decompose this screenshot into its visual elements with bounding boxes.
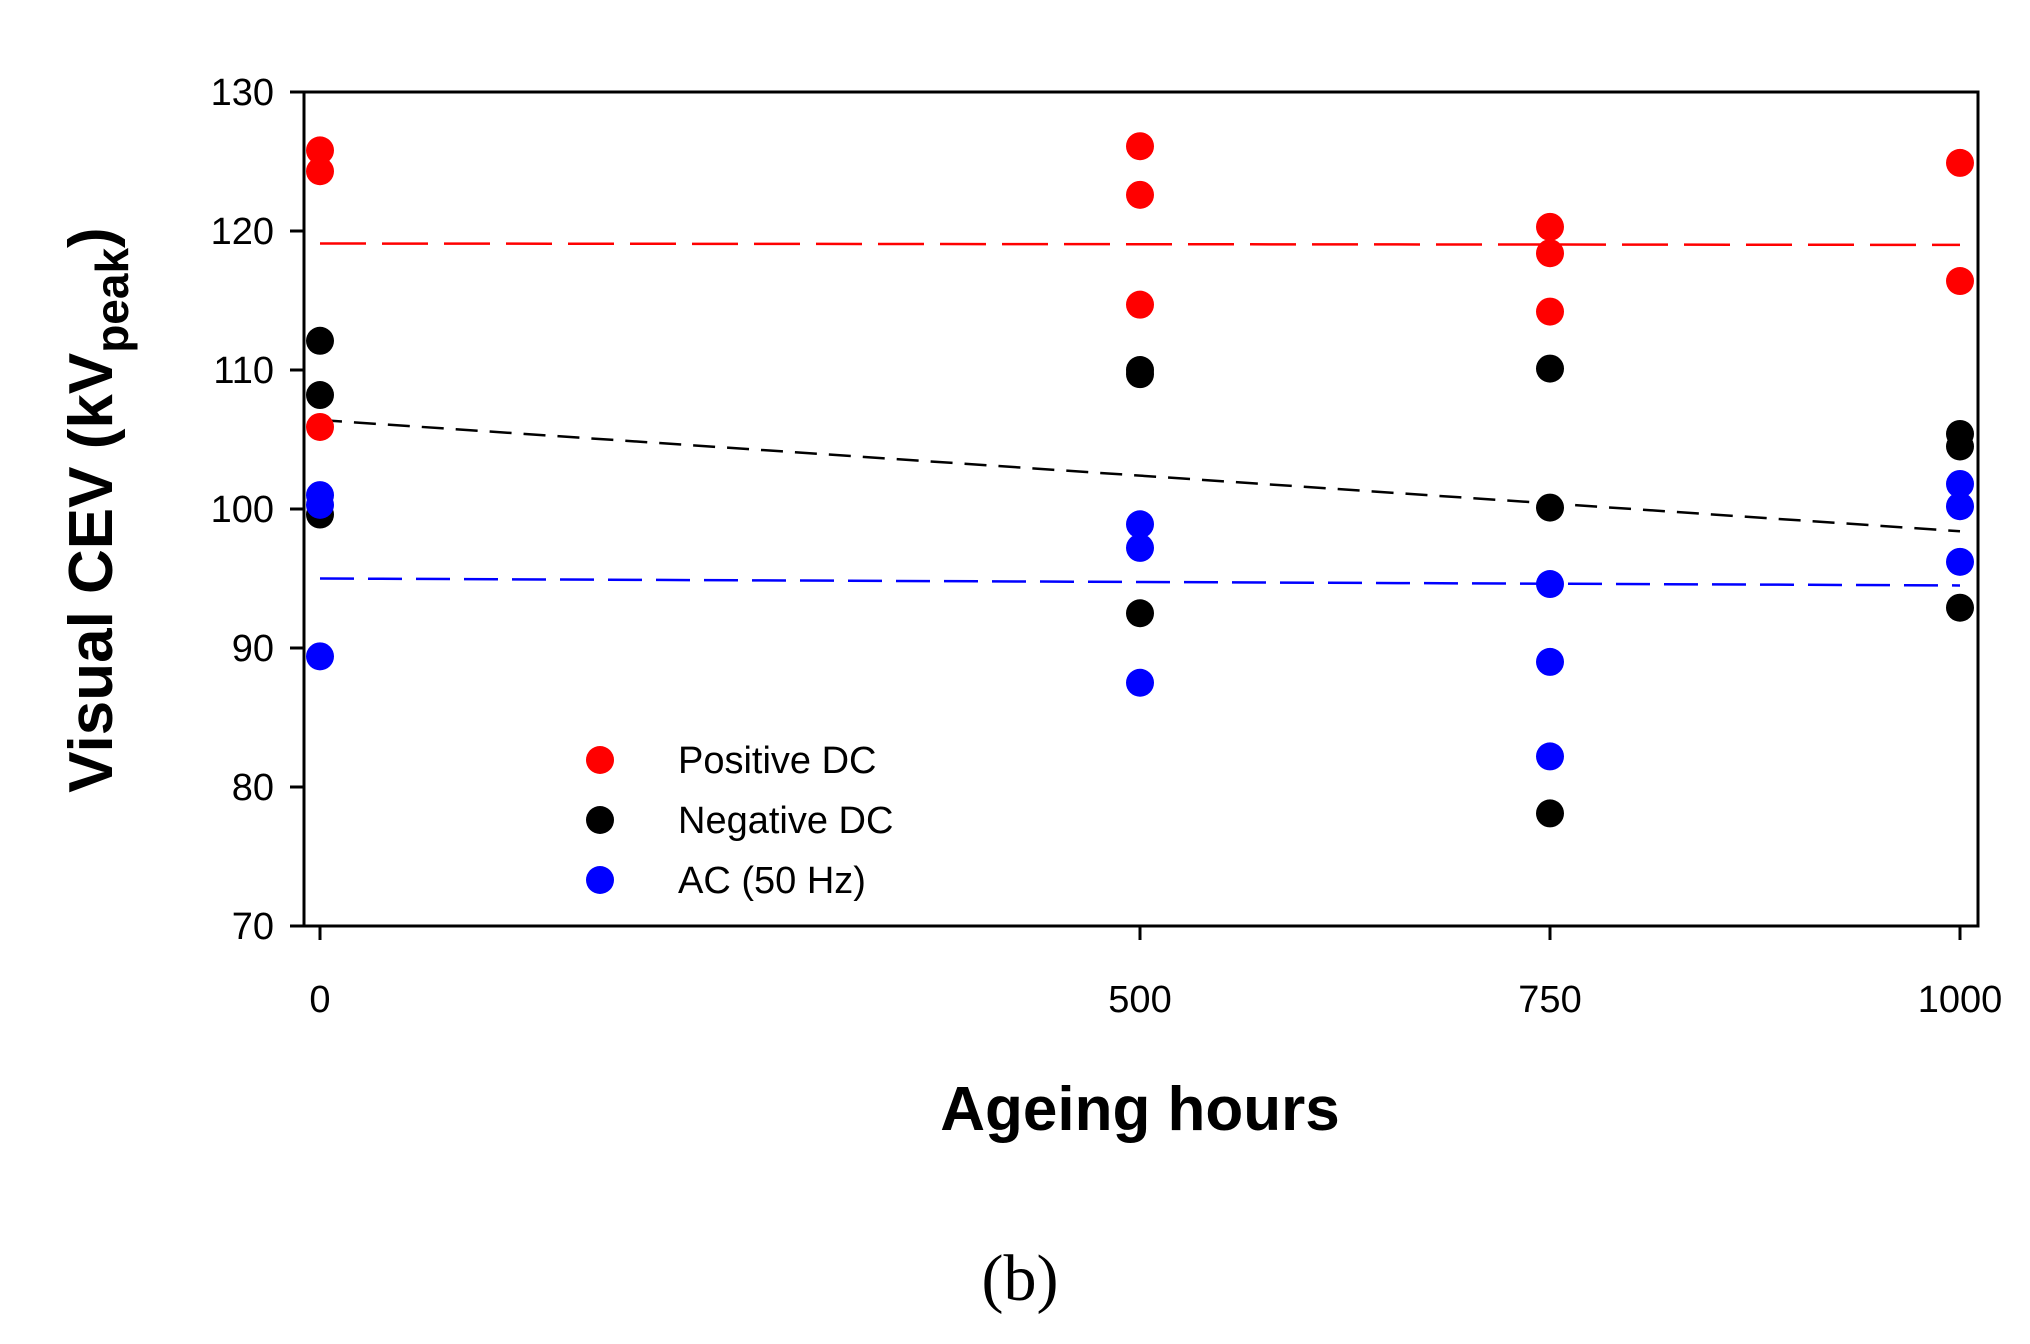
y-axis-title-close: ) bbox=[57, 227, 126, 248]
legend-label-ac-50-hz: AC (50 Hz) bbox=[678, 860, 866, 902]
point-negative-dc bbox=[1536, 799, 1564, 828]
point-negative-dc bbox=[306, 326, 334, 355]
point-ac-50-hz bbox=[1536, 570, 1564, 599]
y-axis-title-main: Visual CEV (kV bbox=[57, 353, 126, 793]
point-ac-50-hz bbox=[1126, 533, 1154, 562]
point-ac-50-hz bbox=[1536, 647, 1564, 676]
point-negative-dc bbox=[1126, 360, 1154, 389]
legend-marker-negative-dc bbox=[586, 806, 614, 834]
y-tick-label: 80 bbox=[232, 767, 274, 809]
point-positive-dc bbox=[1126, 180, 1154, 209]
legend: Positive DC Negative DC AC (50 Hz) bbox=[586, 740, 893, 902]
point-negative-dc bbox=[1536, 493, 1564, 522]
point-positive-dc bbox=[1536, 297, 1564, 326]
point-ac-50-hz bbox=[1536, 742, 1564, 771]
legend-label-positive-dc: Positive DC bbox=[678, 740, 877, 782]
y-tick-label: 100 bbox=[211, 489, 274, 531]
legend-label-negative-dc: Negative DC bbox=[678, 800, 893, 842]
point-negative-dc bbox=[1946, 432, 1974, 461]
panel-label: (b) bbox=[982, 1242, 1059, 1315]
y-tick-label: 130 bbox=[211, 72, 274, 114]
point-positive-dc bbox=[1946, 148, 1974, 177]
point-ac-50-hz bbox=[306, 642, 334, 671]
x-tick-label: 500 bbox=[1108, 979, 1171, 1021]
point-positive-dc bbox=[1126, 132, 1154, 161]
point-ac-50-hz bbox=[1126, 510, 1154, 539]
y-tick-label: 70 bbox=[232, 906, 274, 948]
point-ac-50-hz bbox=[1126, 668, 1154, 697]
plot-area-frame bbox=[302, 90, 1980, 928]
point-ac-50-hz bbox=[1946, 469, 1974, 498]
trend-line-ac-50-hz bbox=[319, 577, 1961, 587]
x-axis-title: Ageing hours bbox=[940, 1075, 1340, 1144]
trend-lines bbox=[319, 242, 1961, 587]
point-negative-dc bbox=[1946, 593, 1974, 622]
trend-line-negative-dc bbox=[319, 418, 1961, 533]
point-positive-dc bbox=[306, 412, 334, 441]
legend-marker-ac-50-hz bbox=[586, 866, 614, 894]
y-axis-title: Visual CEV (kVpeak) bbox=[57, 227, 138, 792]
point-positive-dc bbox=[306, 136, 334, 165]
y-tick-label: 110 bbox=[213, 350, 274, 392]
point-ac-50-hz bbox=[306, 490, 334, 519]
y-tick-label: 90 bbox=[232, 628, 274, 670]
point-positive-dc bbox=[1536, 239, 1564, 268]
legend-marker-positive-dc bbox=[586, 746, 614, 774]
point-positive-dc bbox=[1536, 212, 1564, 241]
point-ac-50-hz bbox=[1946, 492, 1974, 521]
trend-line-positive-dc bbox=[319, 242, 1961, 247]
x-axis-ticks: 0 500 750 1000 bbox=[309, 926, 2002, 1021]
y-axis-ticks: 70 80 90 100 110 120 130 bbox=[211, 72, 304, 948]
point-positive-dc bbox=[1126, 290, 1154, 319]
x-tick-label: 750 bbox=[1518, 979, 1581, 1021]
point-positive-dc bbox=[306, 157, 334, 186]
point-ac-50-hz bbox=[1946, 547, 1974, 576]
y-tick-label: 120 bbox=[211, 211, 274, 253]
data-points bbox=[306, 132, 1974, 828]
point-negative-dc bbox=[1536, 354, 1564, 383]
x-tick-label: 1000 bbox=[1918, 979, 2003, 1021]
y-axis-title-subscript: peak bbox=[86, 248, 138, 353]
point-positive-dc bbox=[1946, 267, 1974, 296]
x-tick-label: 0 bbox=[309, 979, 330, 1021]
point-negative-dc bbox=[306, 381, 334, 410]
point-negative-dc bbox=[1126, 599, 1154, 628]
